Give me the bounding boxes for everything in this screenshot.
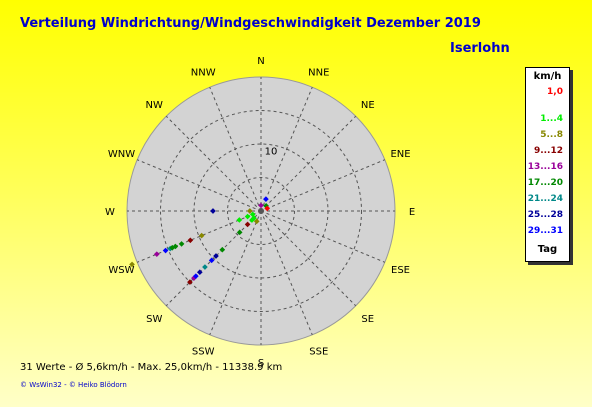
wind-point	[263, 196, 269, 202]
wind-point	[198, 232, 205, 239]
direction-label: NW	[146, 100, 163, 111]
legend-item: 21...24	[527, 194, 563, 204]
direction-label: N	[257, 56, 264, 67]
wind-point	[202, 264, 208, 270]
grid-ring	[160, 110, 362, 312]
wind-point	[187, 237, 194, 244]
legend-item: 13...16	[527, 162, 563, 172]
grid-spoke	[260, 210, 357, 307]
wind-point	[162, 247, 169, 254]
direction-label: ESE	[391, 265, 410, 276]
wind-point	[247, 208, 253, 214]
direction-label: SSE	[309, 347, 328, 358]
chart-title: Verteilung Windrichtung/Windgeschwindigk…	[20, 16, 481, 31]
grid-spoke	[209, 210, 262, 335]
wind-point	[178, 241, 185, 247]
direction-label: W	[105, 207, 115, 218]
direction-label: WSW	[108, 265, 134, 276]
direction-label: ENE	[390, 149, 410, 160]
wind-point	[236, 217, 243, 223]
wind-point	[244, 221, 251, 228]
grid-spoke	[260, 159, 385, 212]
legend-item: 29...31	[527, 226, 563, 236]
direction-label: WNW	[108, 149, 135, 160]
legend-item: 17...20	[527, 178, 563, 188]
speed-legend: km/h 1,0 1...4 5...8 9...12 13...16 17..…	[525, 67, 570, 262]
legend-item: 1,0	[547, 87, 563, 97]
wind-point	[208, 257, 215, 264]
direction-label: NNW	[191, 67, 216, 78]
wind-point	[264, 205, 271, 212]
grid-spoke	[260, 115, 357, 212]
legend-item: 25...28	[527, 210, 563, 220]
direction-label: E	[409, 207, 415, 218]
grid-spoke	[260, 210, 313, 335]
grid-spoke	[209, 87, 262, 212]
credits-line: © WsWin32 - © Heiko Blödorn	[20, 381, 127, 389]
direction-label: SSW	[192, 347, 215, 358]
wind-point	[129, 261, 135, 268]
wind-point	[244, 213, 251, 220]
wind-point	[251, 215, 257, 221]
wind-point	[258, 202, 264, 209]
direction-label: NNE	[308, 67, 329, 78]
statistics-line: 31 Werte - Ø 5,6km/h - Max. 25,0km/h - 1…	[20, 362, 283, 373]
wind-point	[210, 208, 216, 214]
grid-spoke	[260, 87, 313, 212]
ring-label: 10	[265, 147, 278, 158]
grid-spoke	[137, 210, 262, 263]
grid-spoke	[165, 210, 262, 307]
grid-spoke	[260, 210, 385, 263]
wind-point	[236, 229, 243, 236]
grid-spoke	[137, 159, 262, 212]
direction-label: SW	[146, 314, 162, 325]
wind-point	[172, 243, 179, 250]
wind-point	[219, 246, 226, 253]
legend-footer: Tag	[537, 244, 558, 255]
grid-spoke	[165, 115, 262, 212]
legend-item: 1...4	[540, 114, 563, 124]
legend-title: km/h	[533, 71, 562, 82]
legend-item: 9...12	[533, 146, 563, 156]
wind-point	[153, 251, 160, 257]
station-name: Iserlohn	[450, 41, 510, 56]
wind-point	[187, 279, 193, 285]
wind-point	[196, 269, 203, 276]
direction-label: SE	[361, 314, 374, 325]
direction-label: NE	[361, 100, 375, 111]
grid-ring	[227, 177, 295, 245]
legend-item: 5...8	[540, 130, 563, 140]
direction-label: S	[258, 358, 264, 369]
wind-point	[193, 273, 199, 279]
